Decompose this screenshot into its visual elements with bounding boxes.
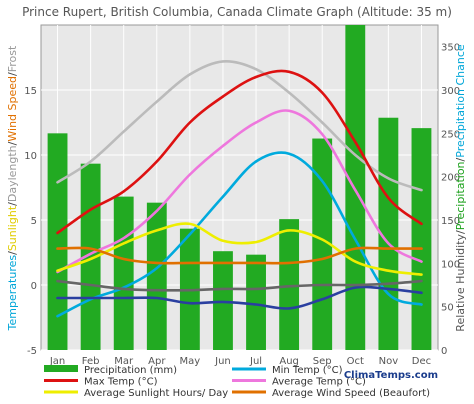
axis-label-part: / (6, 72, 19, 76)
series-line-average-wind-speed-beaufort (56, 246, 423, 265)
right-tick-label: 100 (441, 259, 460, 270)
legend-label: Precipitation (mm) (84, 365, 177, 376)
watermark: ClimaTemps.com (344, 370, 438, 381)
x-tick-label: Feb (82, 356, 100, 367)
series-line-relative-humidity (56, 279, 423, 292)
left-tick-label: 0 (31, 281, 37, 292)
right-tick-label: 150 (441, 216, 460, 227)
legend-label: Min Temp (°C) (272, 365, 343, 376)
series-line-max-temp-c (56, 69, 423, 235)
x-tick-label: Jan (49, 356, 65, 367)
plot-area (40, 24, 439, 351)
axis-label-part: Daylength (6, 145, 19, 202)
precipitation-bar (80, 163, 101, 350)
right-tick-label: 0 (441, 346, 447, 357)
right-tick-label: 50 (441, 303, 454, 314)
axis-label-part: / (454, 230, 467, 234)
left-tick-label: 10 (24, 151, 37, 162)
legend-swatch (44, 365, 78, 372)
x-tick-label: Nov (379, 356, 399, 367)
axis-label-part: Frost (6, 45, 19, 72)
precipitation-bar (411, 128, 432, 350)
x-tick-label: Apr (148, 356, 166, 367)
right-tick-label: 350 (441, 43, 460, 54)
left-tick-label: -5 (27, 346, 37, 357)
precipitation-bar (146, 202, 167, 350)
legend-label: Max Temp (°C) (84, 377, 158, 388)
precipitation-bar (47, 133, 68, 350)
chart-title: Prince Rupert, British Columbia, Canada … (22, 5, 452, 19)
precipitation-bar (345, 25, 366, 350)
right-tick-label: 200 (441, 173, 460, 184)
left-tick-label: 15 (24, 86, 37, 97)
legend-label: Average Sunlight Hours/ Day (84, 388, 228, 399)
left-axis-label: Temperatures/Sunlight/Daylength/Wind Spe… (6, 45, 19, 331)
axis-label-part: / (6, 202, 19, 206)
series-line-average-temp-c (56, 109, 423, 274)
precipitation-bar (246, 254, 266, 350)
axis-label-part: Relative Humidity (454, 233, 467, 331)
x-tick-label: Mar (114, 356, 134, 367)
x-tick-label: Jul (249, 356, 262, 367)
right-axis-label: Relative Humidity/Precipitation/Precipit… (454, 44, 467, 332)
axis-label-part: Temperatures (6, 255, 19, 332)
axis-label-part: Wind Speed (6, 76, 19, 142)
x-tick-label: Sep (313, 356, 332, 367)
x-tick-label: Aug (279, 356, 299, 367)
series-lines (56, 59, 423, 318)
precipitation-bar (279, 219, 300, 350)
axis-label-part: Precipitation (454, 161, 467, 230)
right-tick-label: 300 (441, 86, 460, 97)
legend-label: Average Temp (°C) (272, 377, 366, 388)
precipitation-bars (47, 25, 432, 350)
x-tick-label: Dec (412, 356, 431, 367)
axis-label-part: / (6, 141, 19, 145)
legend-label: Average Wind Speed (Beaufort) (272, 388, 430, 399)
right-tick-label: 250 (441, 129, 460, 140)
axis-label-part: Precipitation Chance (454, 44, 467, 158)
axis-label-part: / (6, 251, 19, 255)
x-tick-label: May (180, 356, 201, 367)
series-line-precipitation-chance-daily (56, 285, 423, 310)
x-tick-label: Jun (214, 356, 231, 367)
left-tick-label: 5 (31, 216, 37, 227)
axis-label-part: Sunlight (6, 205, 19, 251)
precipitation-bar (113, 196, 134, 350)
axis-label-part: / (454, 157, 467, 161)
series-line-average-sunlight-hours-day (56, 222, 423, 276)
x-tick-label: Oct (347, 356, 364, 367)
series-line-daylength-hours (56, 59, 423, 192)
